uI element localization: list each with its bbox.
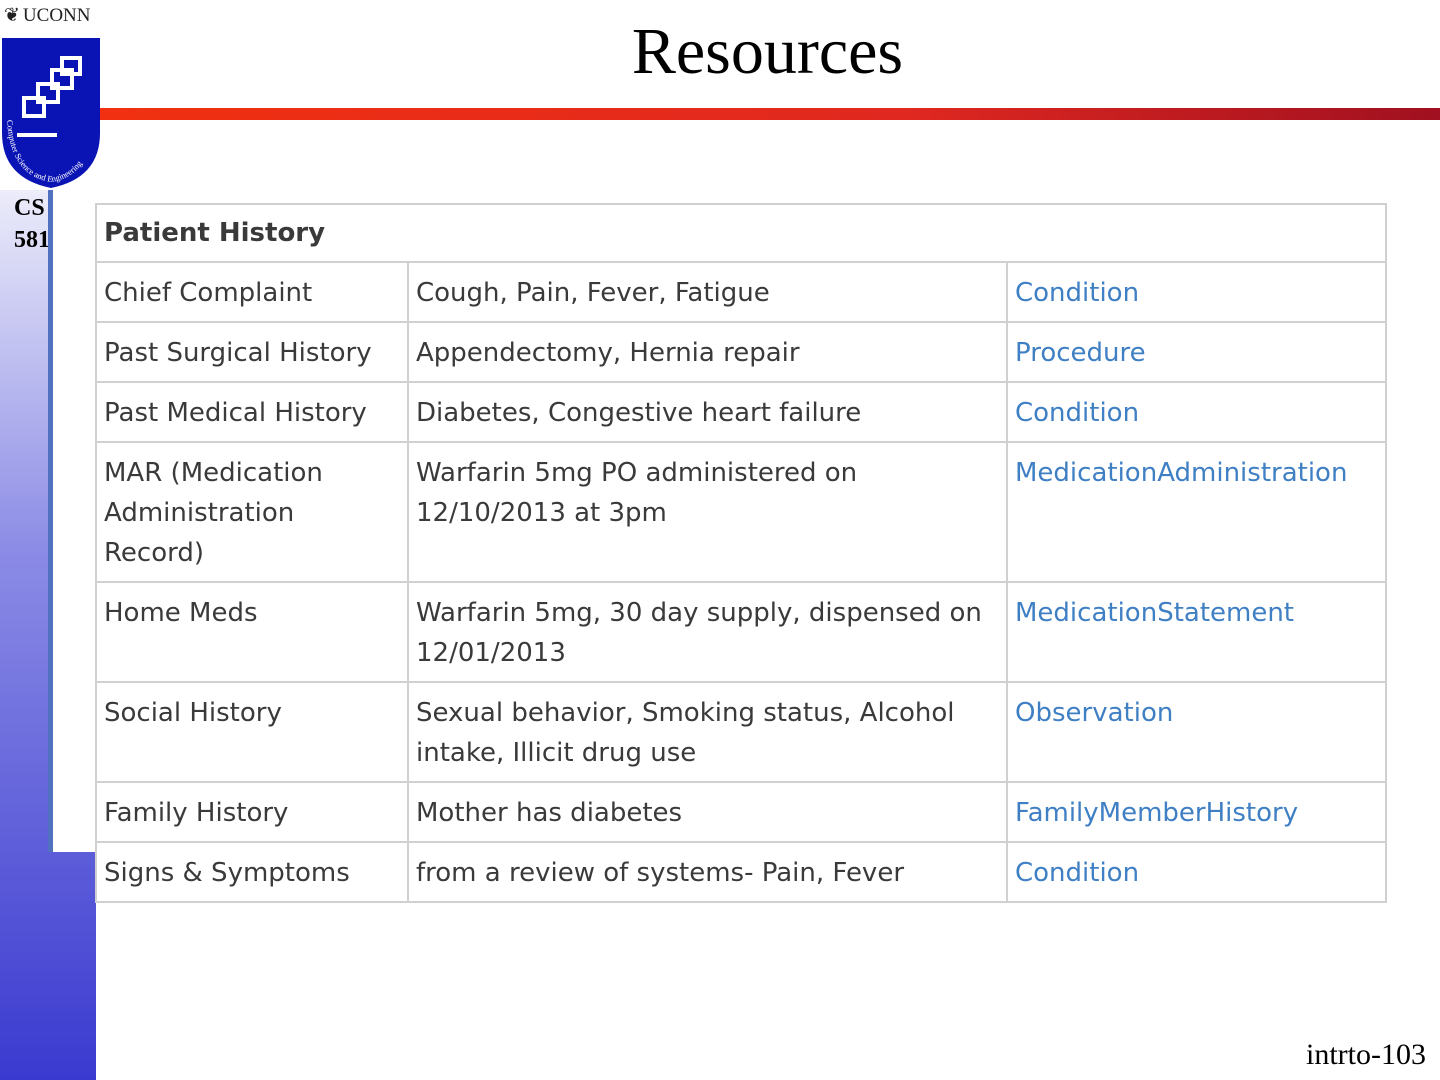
table-row: Past Surgical History Appendectomy, Herni…: [95, 321, 1387, 383]
table-row: Past Medical History Diabetes, Congestive…: [95, 381, 1387, 443]
table-row: Family History Mother has diabetes FamilyM…: [95, 781, 1387, 843]
title-underline-bar: [100, 108, 1440, 120]
field-name: Signs & Symptoms: [95, 841, 409, 903]
field-name: Past Surgical History: [95, 321, 409, 383]
uconn-logo: ❦ UCONN: [4, 4, 91, 27]
field-name: MAR (Medication Administration Record): [95, 441, 409, 583]
fhir-resource-link[interactable]: MedicationAdministration: [1006, 441, 1387, 583]
fhir-resource-link[interactable]: FamilyMemberHistory: [1006, 781, 1387, 843]
table-row: MAR (Medication Administration Record) Wa…: [95, 441, 1387, 583]
example-value: from a review of systems- Pain, Fever: [407, 841, 1008, 903]
fhir-resource-link[interactable]: Procedure: [1006, 321, 1387, 383]
fhir-resource-link[interactable]: Condition: [1006, 261, 1387, 323]
example-value: Warfarin 5mg, 30 day supply, dispensed o…: [407, 581, 1008, 683]
slide-title: Resources: [631, 15, 904, 88]
table-row: Chief Complaint Cough, Pain, Fever, Fatig…: [95, 261, 1387, 323]
fhir-resource-link[interactable]: Observation: [1006, 681, 1387, 783]
example-value: Mother has diabetes: [407, 781, 1008, 843]
fhir-resource-link[interactable]: MedicationStatement: [1006, 581, 1387, 683]
fhir-resource-link[interactable]: Condition: [1006, 381, 1387, 443]
field-name: Past Medical History: [95, 381, 409, 443]
example-value: Diabetes, Congestive heart failure: [407, 381, 1008, 443]
resource-mapping-table: Patient History Chief Complaint Cough, Pa…: [95, 203, 1387, 903]
example-value: Sexual behavior, Smoking status, Alcohol…: [407, 681, 1008, 783]
page-number: intrto-103: [1306, 1038, 1426, 1071]
oak-leaf-icon: ❦: [4, 5, 20, 26]
table-row: Home Meds Warfarin 5mg, 30 day supply, di…: [95, 581, 1387, 683]
example-value: Warfarin 5mg PO administered on 12/10/20…: [407, 441, 1008, 583]
section-title: Patient History: [95, 203, 1387, 263]
example-value: Appendectomy, Hernia repair: [407, 321, 1008, 383]
cse-crest-logo: Computer Science and Engineering: [2, 38, 100, 188]
table-section-header: Patient History: [95, 203, 1387, 263]
field-name: Home Meds: [95, 581, 409, 683]
field-name: Social History: [95, 681, 409, 783]
course-code: CS 581: [14, 195, 50, 253]
field-name: Family History: [95, 781, 409, 843]
table-row: Signs & Symptoms from a review of systems…: [95, 841, 1387, 903]
table-row: Social History Sexual behavior, Smoking s…: [95, 681, 1387, 783]
field-name: Chief Complaint: [95, 261, 409, 323]
fhir-resource-link[interactable]: Condition: [1006, 841, 1387, 903]
example-value: Cough, Pain, Fever, Fatigue: [407, 261, 1008, 323]
